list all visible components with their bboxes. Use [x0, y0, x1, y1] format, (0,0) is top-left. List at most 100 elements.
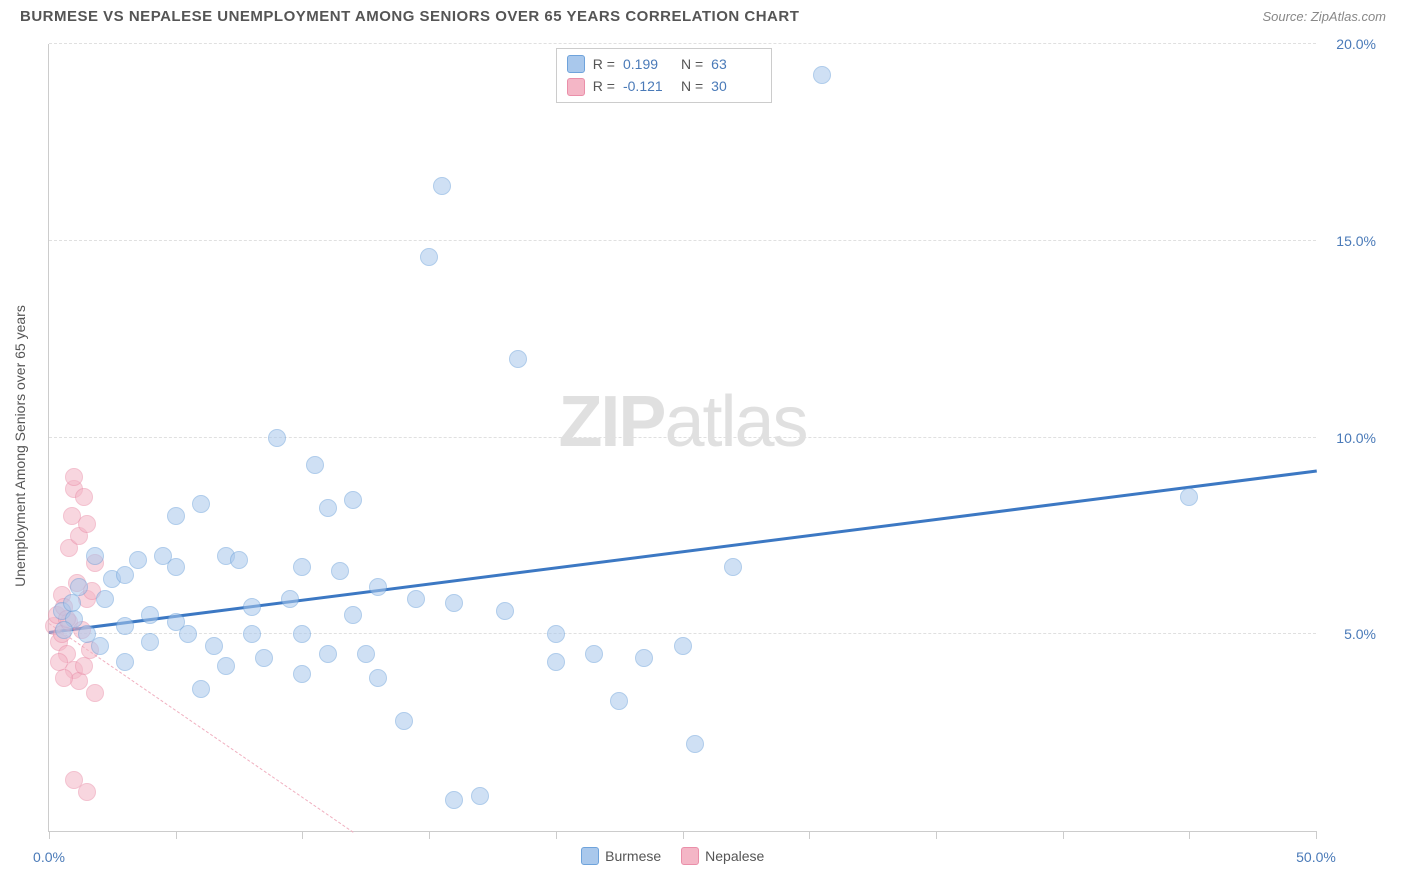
data-point — [141, 633, 159, 651]
chart-header: BURMESE VS NEPALESE UNEMPLOYMENT AMONG S… — [0, 0, 1406, 29]
watermark-bold: ZIP — [558, 382, 664, 462]
data-point — [407, 590, 425, 608]
data-point — [96, 590, 114, 608]
data-point — [319, 645, 337, 663]
data-point — [420, 248, 438, 266]
y-tick-label: 15.0% — [1336, 233, 1376, 249]
data-point — [1180, 488, 1198, 506]
data-point — [585, 645, 603, 663]
data-point — [230, 551, 248, 569]
swatch-nepalese — [567, 78, 585, 96]
r-label: R = — [593, 75, 615, 97]
data-point — [205, 637, 223, 655]
legend-item-burmese: Burmese — [581, 847, 661, 865]
r-value-nepalese: -0.121 — [623, 75, 673, 97]
legend-swatch-burmese — [581, 847, 599, 865]
data-point — [547, 653, 565, 671]
data-point — [306, 456, 324, 474]
grid-line — [49, 240, 1316, 241]
data-point — [433, 177, 451, 195]
r-value-burmese: 0.199 — [623, 53, 673, 75]
r-label: R = — [593, 53, 615, 75]
data-point — [674, 637, 692, 655]
chart-title: BURMESE VS NEPALESE UNEMPLOYMENT AMONG S… — [20, 8, 799, 25]
x-tick — [809, 831, 810, 839]
data-point — [610, 692, 628, 710]
data-point — [445, 594, 463, 612]
data-point — [319, 499, 337, 517]
x-tick-label: 50.0% — [1296, 849, 1336, 865]
data-point — [86, 684, 104, 702]
n-label: N = — [681, 75, 703, 97]
data-point — [55, 621, 73, 639]
x-tick — [176, 831, 177, 839]
stats-row-nepalese: R = -0.121 N = 30 — [567, 75, 761, 97]
x-tick — [936, 831, 937, 839]
data-point — [116, 566, 134, 584]
legend-item-nepalese: Nepalese — [681, 847, 764, 865]
data-point — [509, 350, 527, 368]
x-tick — [1316, 831, 1317, 839]
data-point — [243, 625, 261, 643]
data-point — [63, 594, 81, 612]
data-point — [75, 657, 93, 675]
grid-line — [49, 43, 1316, 44]
data-point — [255, 649, 273, 667]
data-point — [293, 558, 311, 576]
chart-source: Source: ZipAtlas.com — [1262, 9, 1386, 24]
x-tick — [556, 831, 557, 839]
n-value-nepalese: 30 — [711, 75, 761, 97]
data-point — [344, 491, 362, 509]
data-point — [167, 558, 185, 576]
data-point — [141, 606, 159, 624]
data-point — [78, 783, 96, 801]
watermark: ZIPatlas — [558, 381, 806, 463]
data-point — [724, 558, 742, 576]
legend-label-nepalese: Nepalese — [705, 848, 764, 864]
data-point — [331, 562, 349, 580]
data-point — [116, 617, 134, 635]
legend-swatch-nepalese — [681, 847, 699, 865]
data-point — [357, 645, 375, 663]
data-point — [369, 669, 387, 687]
x-tick — [1063, 831, 1064, 839]
data-point — [547, 625, 565, 643]
data-point — [243, 598, 261, 616]
series-legend: Burmese Nepalese — [581, 847, 764, 865]
legend-label-burmese: Burmese — [605, 848, 661, 864]
data-point — [813, 66, 831, 84]
data-point — [91, 637, 109, 655]
data-point — [281, 590, 299, 608]
data-point — [179, 625, 197, 643]
data-point — [344, 606, 362, 624]
n-label: N = — [681, 53, 703, 75]
data-point — [268, 429, 286, 447]
data-point — [55, 669, 73, 687]
x-tick-label: 0.0% — [33, 849, 65, 865]
n-value-burmese: 63 — [711, 53, 761, 75]
data-point — [496, 602, 514, 620]
grid-line — [49, 437, 1316, 438]
data-point — [471, 787, 489, 805]
y-axis-title: Unemployment Among Seniors over 65 years — [12, 305, 28, 587]
data-point — [129, 551, 147, 569]
grid-line — [49, 633, 1316, 634]
data-point — [293, 625, 311, 643]
data-point — [192, 680, 210, 698]
data-point — [686, 735, 704, 753]
x-tick — [683, 831, 684, 839]
watermark-light: atlas — [664, 382, 806, 462]
data-point — [217, 657, 235, 675]
y-tick-label: 20.0% — [1336, 36, 1376, 52]
data-point — [369, 578, 387, 596]
data-point — [75, 488, 93, 506]
swatch-burmese — [567, 55, 585, 73]
data-point — [78, 515, 96, 533]
data-point — [192, 495, 210, 513]
x-tick — [49, 831, 50, 839]
data-point — [395, 712, 413, 730]
plot-area: ZIPatlas R = 0.199 N = 63 R = -0.121 N =… — [48, 44, 1316, 832]
x-tick — [429, 831, 430, 839]
correlation-stats-box: R = 0.199 N = 63 R = -0.121 N = 30 — [556, 48, 772, 103]
stats-row-burmese: R = 0.199 N = 63 — [567, 53, 761, 75]
